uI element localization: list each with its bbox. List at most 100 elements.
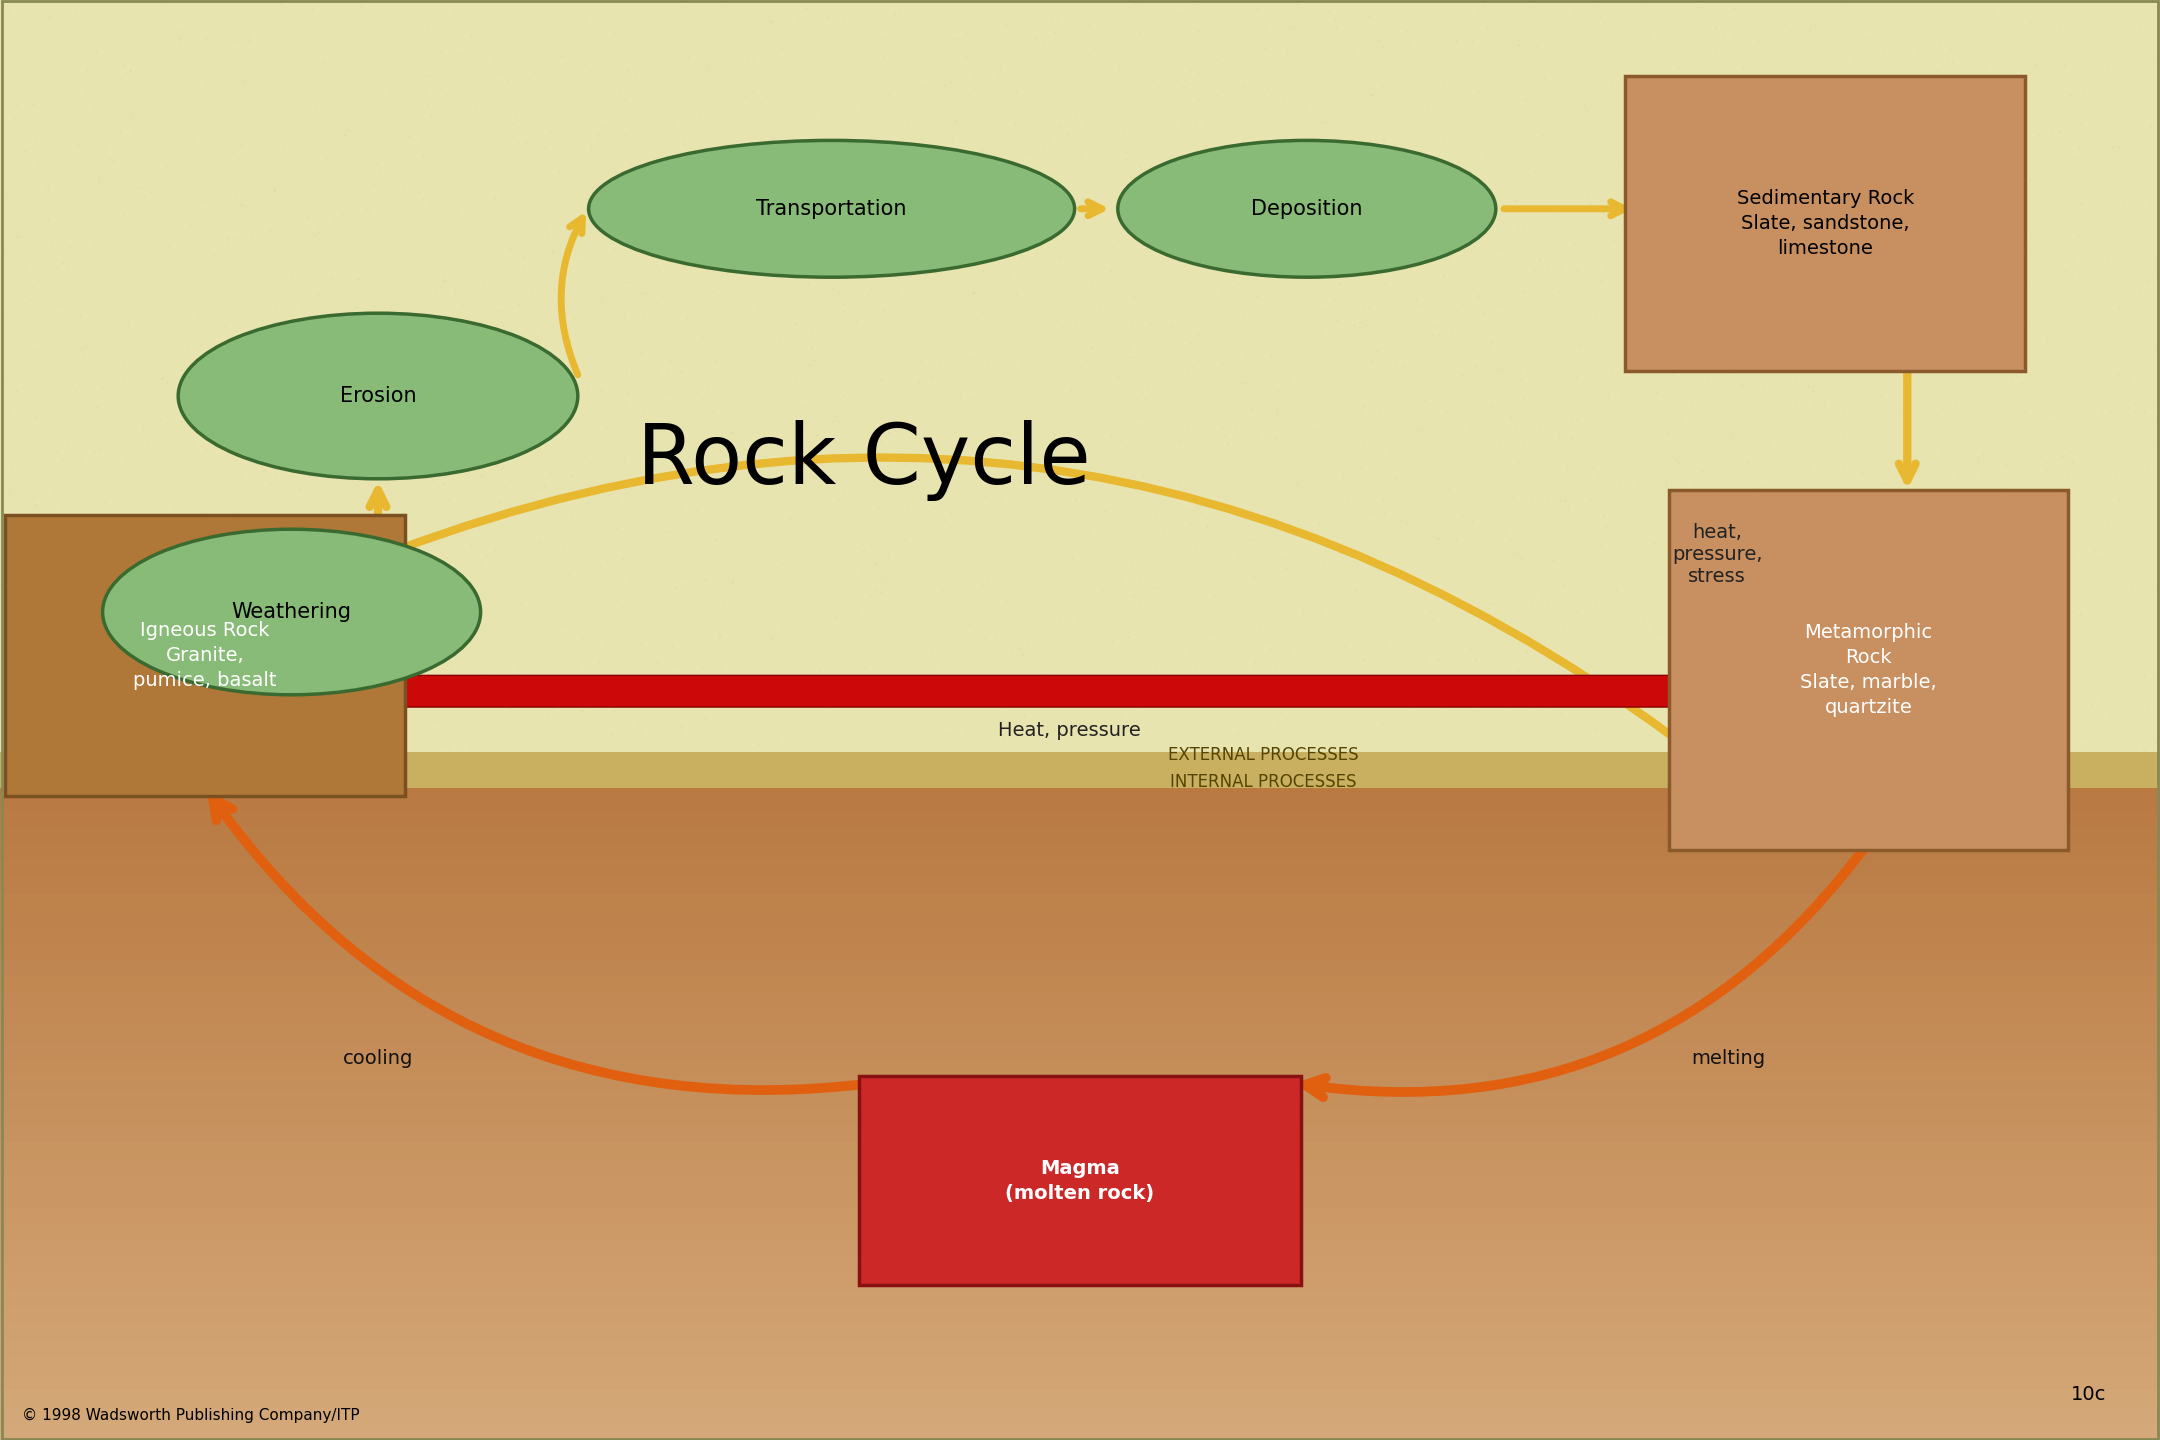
Point (1030, 713, 1065, 736)
Point (1063, 99, 1097, 122)
Point (2087, 727, 2121, 750)
Point (2095, 145, 2130, 168)
Point (1434, 228, 1469, 251)
Point (531, 485, 566, 508)
Point (1683, 546, 1717, 569)
Point (1922, 179, 1957, 202)
Point (648, 154, 683, 177)
Point (268, 125, 302, 148)
Point (311, 400, 346, 423)
Point (1607, 157, 1642, 180)
Point (402, 406, 436, 429)
Point (989, 697, 1024, 720)
Point (1801, 641, 1836, 664)
Point (1410, 153, 1445, 176)
Bar (0, 1192, 2160, 1208)
Point (2054, 84, 2089, 107)
Point (1339, 66, 1374, 89)
Point (2130, 691, 2160, 714)
Point (1305, 685, 1339, 708)
Point (1037, 456, 1071, 480)
Point (912, 500, 946, 523)
Point (1452, 183, 1486, 206)
Point (1475, 46, 1510, 69)
Point (1812, 323, 1847, 346)
Point (907, 264, 942, 287)
Point (1028, 186, 1063, 209)
Point (1486, 334, 1521, 357)
Point (1164, 42, 1199, 65)
Point (1668, 621, 1702, 644)
Point (1456, 700, 1490, 723)
Point (745, 275, 780, 298)
Point (333, 588, 367, 611)
Point (1015, 336, 1050, 359)
Point (577, 554, 611, 577)
Point (1832, 181, 1866, 204)
Point (1374, 229, 1408, 252)
Point (1868, 405, 1903, 428)
Point (797, 308, 832, 331)
Point (1484, 238, 1518, 261)
Point (704, 68, 739, 91)
Point (998, 232, 1032, 255)
Point (1207, 291, 1242, 314)
Point (1290, 99, 1324, 122)
Point (698, 508, 732, 531)
Point (1905, 330, 1940, 353)
Point (907, 667, 942, 690)
Point (771, 235, 806, 258)
Point (750, 45, 784, 68)
Point (978, 36, 1013, 59)
Point (270, 487, 305, 510)
Point (881, 212, 916, 235)
Point (1272, 369, 1307, 392)
Point (145, 701, 179, 724)
Point (1896, 301, 1931, 324)
Point (1032, 325, 1067, 348)
Point (1277, 219, 1311, 242)
Point (1778, 435, 1812, 458)
Point (2030, 330, 2065, 353)
Point (2035, 602, 2069, 625)
Point (413, 177, 447, 200)
Point (929, 724, 963, 747)
Point (678, 382, 713, 405)
Point (1817, 50, 1851, 73)
Point (2132, 269, 2160, 292)
Point (2076, 330, 2110, 353)
Point (1650, 472, 1685, 495)
Point (1393, 101, 1428, 124)
Point (1948, 556, 1983, 579)
Point (613, 691, 648, 714)
Point (1054, 379, 1089, 402)
Point (657, 521, 691, 544)
Point (903, 372, 937, 395)
Point (1147, 467, 1182, 490)
Point (1490, 543, 1525, 566)
Point (1028, 644, 1063, 667)
Point (1004, 644, 1039, 667)
Point (1132, 408, 1166, 431)
Point (1853, 683, 1888, 706)
Point (931, 117, 966, 140)
Point (933, 501, 968, 524)
Point (1849, 27, 1884, 50)
Point (1968, 590, 2002, 613)
Point (1635, 285, 1670, 308)
Point (1881, 128, 1916, 151)
Point (1793, 261, 1827, 284)
Point (1428, 264, 1462, 287)
Point (1279, 471, 1313, 494)
Point (922, 228, 957, 251)
Point (438, 282, 473, 305)
Point (1752, 664, 1786, 687)
Point (305, 697, 339, 720)
Point (1367, 130, 1402, 153)
Point (1968, 612, 2002, 635)
Point (2065, 112, 2100, 135)
Point (1115, 583, 1149, 606)
Point (916, 327, 950, 350)
Text: Magma
(molten rock): Magma (molten rock) (1004, 1159, 1156, 1202)
Point (1570, 186, 1605, 209)
